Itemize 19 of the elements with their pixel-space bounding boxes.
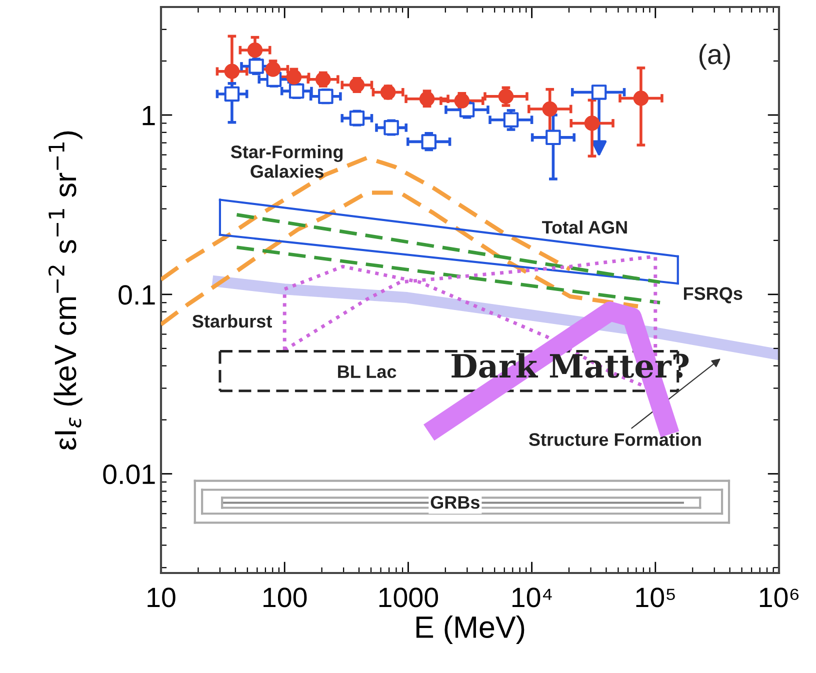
annotation: BL Lac [338,365,396,378]
x-tick-label: 100 [264,588,307,608]
annotation: Structure Formation [528,432,701,446]
annotation: (a) [699,44,730,70]
x-tick-label: 10⁶ [760,588,799,608]
y-tick-label: 0.01 [103,464,155,484]
annotation: GRBs [430,496,480,509]
x-tick-label: 10⁵ [636,588,675,608]
x-tick-label: 10 [148,588,176,608]
y-tick-label: 1 [142,106,155,126]
x-tick-label: 1000 [379,588,438,608]
annotation: Total AGN [542,220,627,234]
annotation: Starburst [192,314,272,328]
annotation: Star-Forming Galaxies [230,145,343,178]
annotation: FSRQs [684,287,742,304]
x-tick-label: 10⁴ [512,588,552,608]
x-axis-title: E (MeV) [416,616,524,644]
y-tick-label: 0.1 [118,285,155,305]
text: εI$_{ε}$ (keV cm$^{−2}$ s$^{−1}$ sr$^{−1}$) [48,131,82,450]
